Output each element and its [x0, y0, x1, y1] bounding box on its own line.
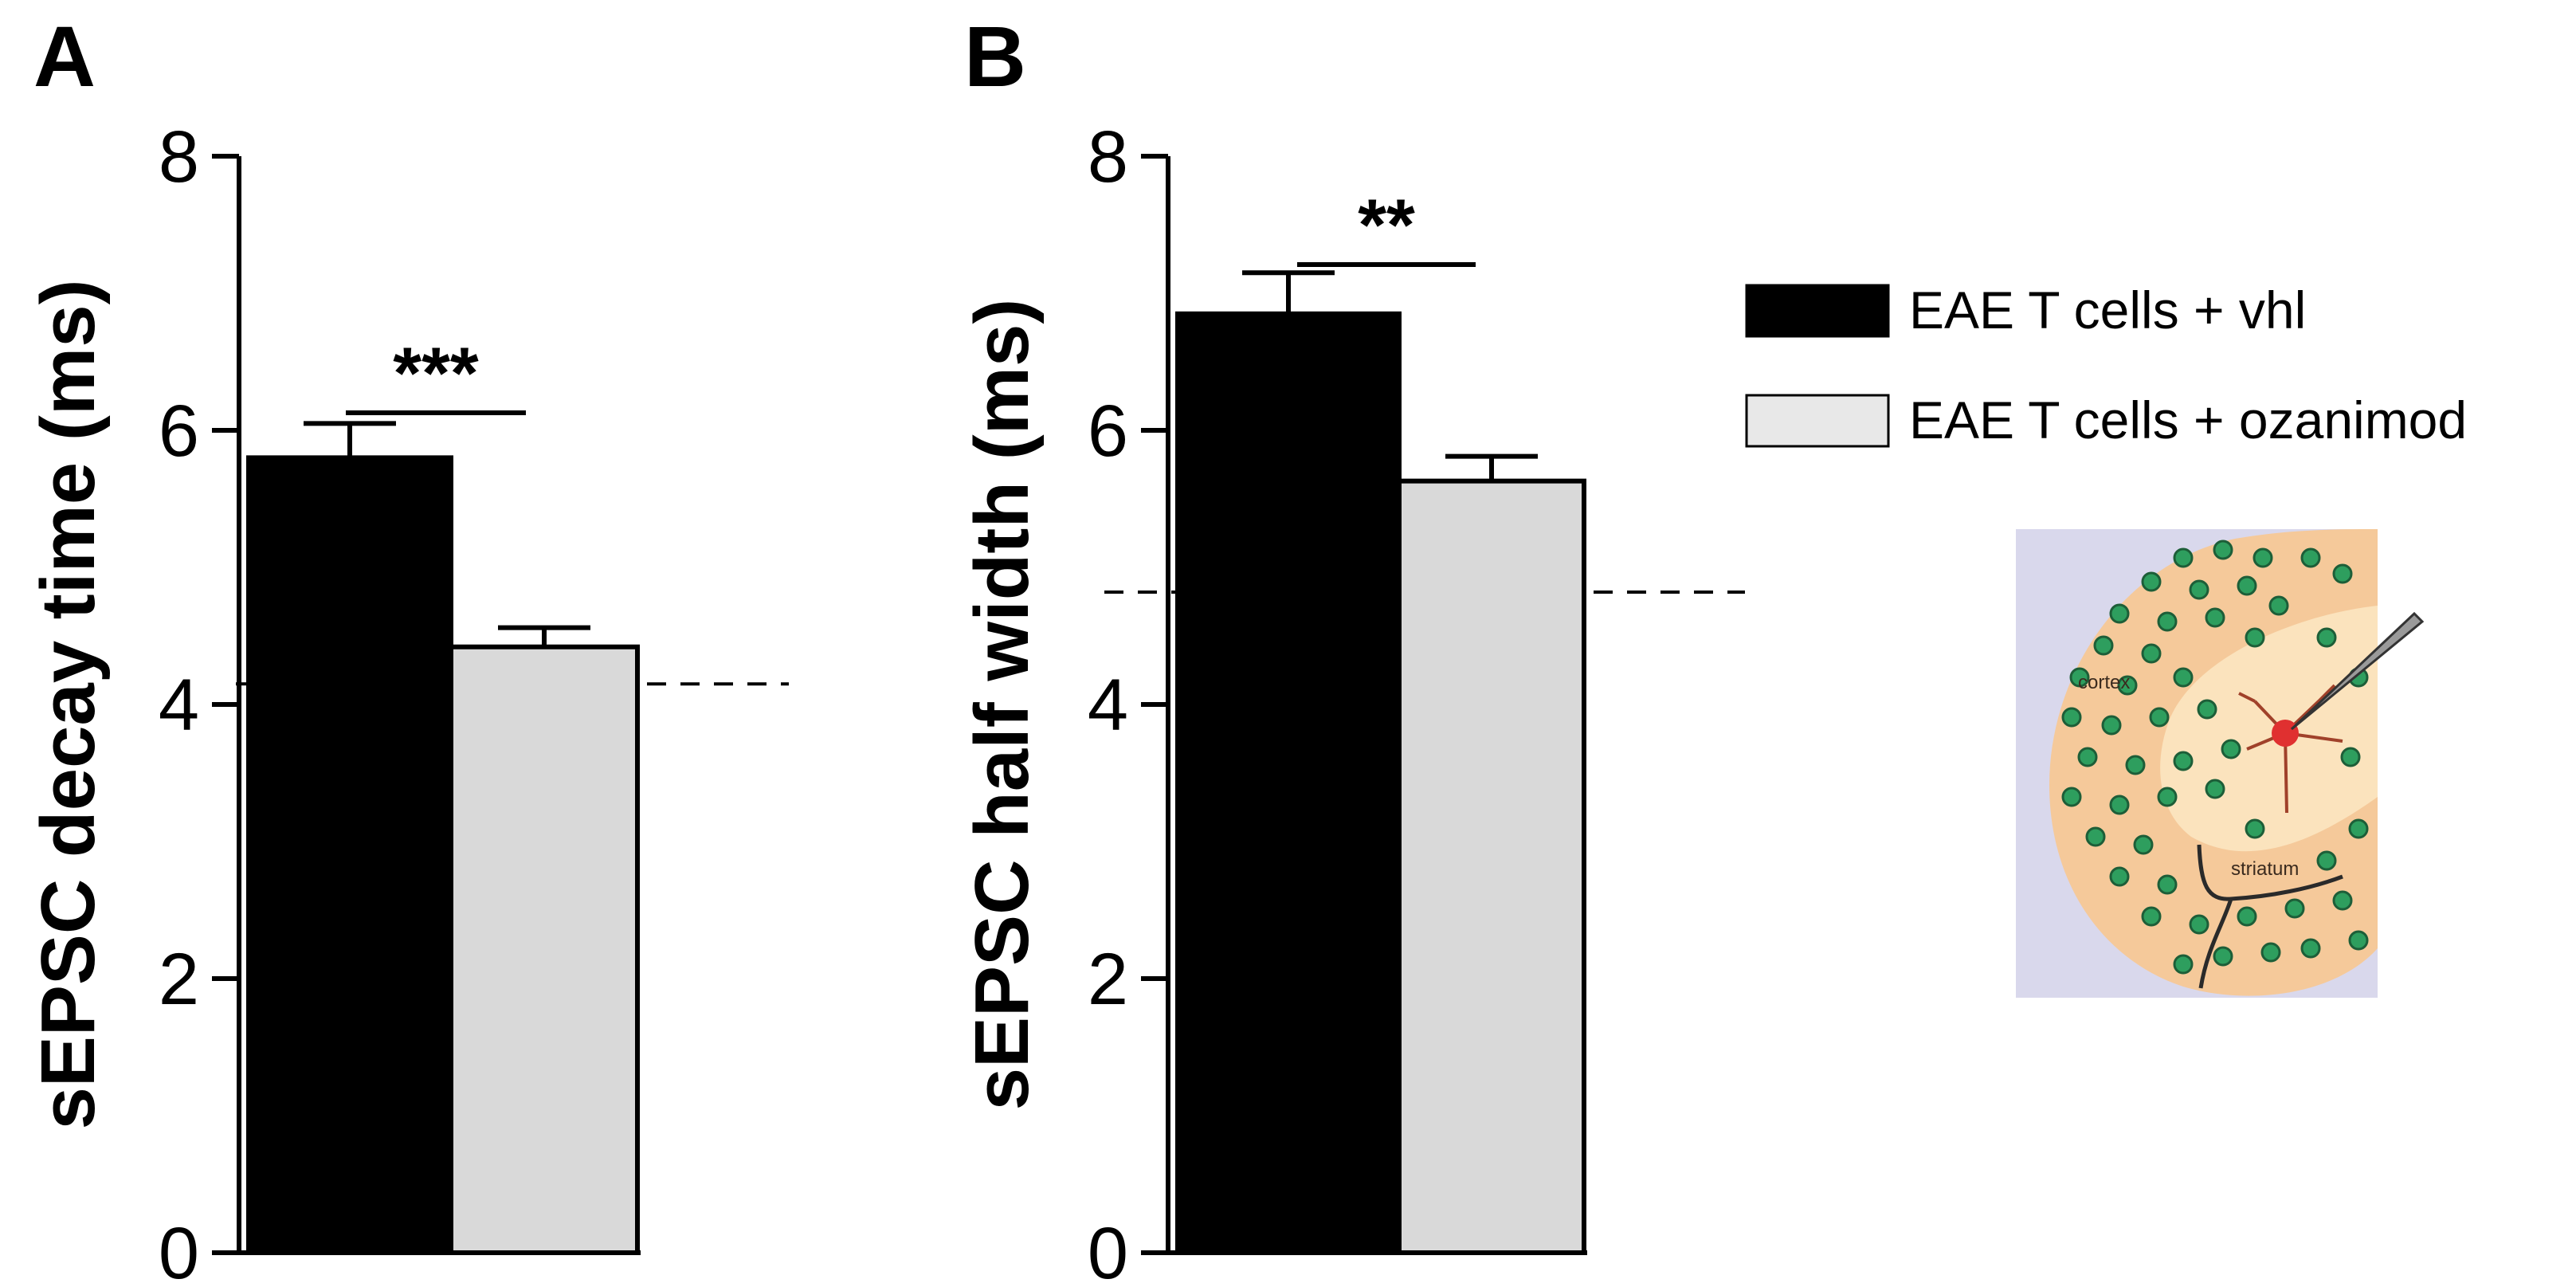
y-axis-label: sEPSC decay time (ms)	[25, 279, 111, 1129]
t-cell-icon	[2133, 834, 2154, 855]
white-matter-line	[2197, 844, 2343, 989]
panel-letter: B	[964, 8, 1026, 104]
t-cell-icon	[2316, 627, 2337, 648]
bar-ozanimod	[449, 644, 640, 1255]
y-tick-label: 4	[1088, 665, 1128, 746]
t-cell-icon	[2061, 787, 2082, 807]
t-cell-icon	[2109, 866, 2130, 887]
y-axis-label: sEPSC half width (ms)	[959, 299, 1045, 1111]
t-cell-icon	[2101, 715, 2122, 736]
t-cell-icon	[2205, 607, 2225, 628]
legend-swatch-ozanimod	[1745, 394, 1890, 448]
t-cell-icon	[2284, 898, 2305, 919]
t-cell-icon	[2069, 667, 2090, 688]
t-cell-icon	[2173, 954, 2194, 975]
t-cell-icon	[2205, 779, 2225, 799]
t-cell-icon	[2117, 675, 2138, 696]
bar-vhl	[246, 455, 453, 1255]
bar-vhl	[1175, 311, 1402, 1255]
t-cell-icon	[2149, 707, 2170, 728]
t-cell-icon	[2061, 707, 2082, 728]
legend-label-ozanimod: EAE T cells + ozanimod	[1909, 390, 2467, 449]
recording-electrode-icon	[2290, 611, 2425, 731]
significance-marker: ***	[393, 333, 479, 414]
t-cell-icon	[2245, 818, 2265, 839]
recording-schematic: cortex striatum	[2016, 529, 2425, 998]
t-cell-icon	[2245, 627, 2265, 648]
t-cell-icon	[2332, 890, 2353, 911]
legend-label-vhl: EAE T cells + vhl	[1909, 281, 2306, 339]
t-cell-icon	[2213, 540, 2233, 560]
y-tick-label: 0	[159, 1213, 199, 1287]
neuron-icon	[2238, 684, 2343, 814]
t-cell-icon	[2077, 747, 2098, 767]
legend: EAE T cells + vhl EAE T cells + ozanimod	[1745, 281, 2467, 449]
t-cell-icon	[2197, 699, 2217, 720]
y-tick-label: 2	[1088, 939, 1128, 1020]
t-cell-icon	[2141, 643, 2162, 664]
inset-label-striatum: striatum	[2231, 858, 2299, 880]
y-tick-label: 2	[159, 939, 199, 1020]
t-cell-icon	[2157, 611, 2178, 632]
panel-b: B 0 2 4 6 8 sEPSC half width (ms) **	[959, 8, 1745, 1287]
t-cell-icon	[2173, 751, 2194, 771]
t-cell-icon	[2157, 874, 2178, 895]
t-cell-icon	[2260, 942, 2281, 963]
y-tick-label: 4	[159, 665, 199, 746]
t-cell-icon	[2141, 906, 2162, 927]
inset-label-cortex: cortex	[2078, 672, 2130, 693]
t-cell-icon	[2237, 575, 2257, 596]
t-cell-icon	[2189, 914, 2209, 935]
t-cell-icon	[2141, 571, 2162, 592]
y-tick-label: 6	[159, 390, 199, 472]
t-cell-icon	[2173, 547, 2194, 568]
t-cell-icon	[2173, 667, 2194, 688]
y-tick-label: 0	[1088, 1213, 1128, 1287]
t-cell-icon	[2109, 795, 2130, 815]
t-cell-icon	[2300, 547, 2321, 568]
t-cell-cluster	[2061, 540, 2369, 975]
y-tick-label: 6	[1088, 390, 1128, 472]
t-cell-icon	[2109, 603, 2130, 624]
t-cell-icon	[2253, 547, 2273, 568]
t-cell-icon	[2348, 930, 2369, 951]
t-cell-icon	[2213, 946, 2233, 967]
t-cell-icon	[2348, 818, 2369, 839]
bar-ozanimod	[1397, 478, 1586, 1255]
t-cell-icon	[2189, 579, 2209, 600]
panel-letter: A	[33, 8, 96, 104]
t-cell-icon	[2316, 850, 2337, 871]
t-cell-icon	[2093, 635, 2114, 656]
t-cell-icon	[2268, 595, 2289, 616]
t-cell-icon	[2237, 906, 2257, 927]
y-tick-label: 8	[1088, 116, 1128, 198]
t-cell-icon	[2157, 787, 2178, 807]
t-cell-icon	[2125, 755, 2146, 775]
legend-swatch-vhl	[1745, 284, 1890, 338]
t-cell-icon	[2340, 747, 2361, 767]
t-cell-icon	[2300, 938, 2321, 959]
t-cell-icon	[2332, 563, 2353, 584]
y-tick-label: 8	[159, 116, 199, 198]
significance-marker: **	[1358, 185, 1415, 266]
t-cell-icon	[2085, 826, 2106, 847]
panel-a: A 0 2 4 6 8 sEPSC decay time (ms) ***	[25, 8, 789, 1287]
t-cell-icon	[2221, 739, 2241, 759]
